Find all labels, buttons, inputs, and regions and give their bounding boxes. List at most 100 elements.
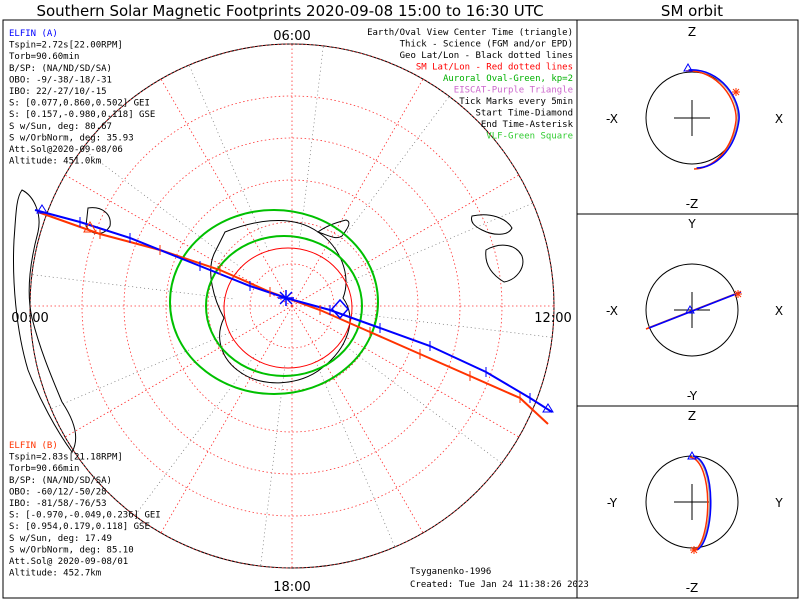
sm-meridian-10 xyxy=(291,78,424,307)
elfin-a-line-7: S: [0.157,-0.980,0.118] GSE xyxy=(9,110,155,120)
legend-item-8: End Time-Asterisk xyxy=(481,120,574,130)
orbit-path-b-2 xyxy=(689,456,709,552)
geo-meridian-5 xyxy=(50,329,237,410)
orbit-axis-left-0: -X xyxy=(606,112,618,126)
elfin-b-line-7: S: [0.954,0.179,0.118] GSE xyxy=(9,522,150,532)
time-label-top: 06:00 xyxy=(273,29,310,44)
geo-meridian-11 xyxy=(347,202,534,283)
elfin-b-line-4: OBO: -60/12/-50/28 xyxy=(9,487,107,497)
sm-latitude-ring-2 xyxy=(165,179,419,433)
orbit-axis-top-1: Y xyxy=(687,217,696,231)
end-triangle xyxy=(542,403,554,413)
legend-item-6: Tick Marks every 5min xyxy=(459,97,573,107)
orbit-asterisk-1-3 xyxy=(734,290,742,298)
orbit-axis-left-2: -Y xyxy=(607,496,618,510)
elfin-b-line-0: ELFIN (B) xyxy=(9,441,58,451)
sm-meridian-11 xyxy=(291,174,520,307)
elfin-b-line-6: S: [-0.970,-0.049,0.236] GEI xyxy=(9,511,161,521)
elfin-b-line-8: S w/Sun, deg: 17.49 xyxy=(9,534,112,544)
orbit-triangle-2 xyxy=(687,450,697,460)
outer-frame xyxy=(2,19,799,599)
elfin-a-line-6: S: [0.077,0.860,0.502] GEI xyxy=(9,99,150,109)
orbit-asterisk-0-3 xyxy=(732,88,740,96)
sm-latitude-ring-4 xyxy=(81,95,503,517)
legend-item-2: Geo Lat/Lon - Black dotted lines xyxy=(400,51,573,61)
orbit-path-a-0 xyxy=(688,69,740,169)
legend: Earth/Oval View Center Time (triangle) Th… xyxy=(367,28,573,142)
created-timestamp: Created: Tue Jan 24 11:38:26 2023 xyxy=(410,580,589,590)
orbit-triangle-0 xyxy=(683,62,693,72)
landmass-upper-right xyxy=(471,214,513,235)
orbit-triangle-1 xyxy=(685,304,695,314)
auroral-oval-inner xyxy=(205,235,363,377)
legend-item-9: VLF-Green Square xyxy=(486,132,573,142)
orbit-panels: Z -Z -X X Y -Y -X X Z -Z -Y Y xyxy=(606,25,783,595)
elfin-a-line-10: Att.Sol@2020-09-08/06 xyxy=(9,145,123,155)
orbit-asterisk-2-3 xyxy=(690,546,698,554)
elfin-b-line-1: Tspin=2.83s[21.18RPM] xyxy=(9,453,123,463)
geo-meridian-4 xyxy=(134,353,257,516)
elfin-a-line-9: S w/OrbNorm, deg: 35.93 xyxy=(9,133,134,143)
orbit-axis-right-0: X xyxy=(775,112,783,126)
elfin-a-line-1: Tspin=2.72s[22.00RPM] xyxy=(9,41,123,51)
orbit-axis-right-1: X xyxy=(775,304,783,318)
elfin-a-line-8: S w/Sun, deg: 80.67 xyxy=(9,122,112,132)
elfin-b-line-2: Torb=90.66min xyxy=(9,464,79,474)
orbit-axis-top-2: Z xyxy=(688,409,696,423)
geo-meridian-9 xyxy=(298,45,324,247)
orbit-axis-left-1: -X xyxy=(606,304,618,318)
elfin-a-line-4: OBO: -9/-38/-18/-31 xyxy=(9,75,112,85)
sm-meridian-4 xyxy=(160,305,293,534)
elfin-b-line-5: IBO: -81/58/-76/53 xyxy=(9,499,107,509)
orbit-path-b-0 xyxy=(685,70,737,170)
orbit-axis-right-2: Y xyxy=(774,496,783,510)
legend-item-1: Thick - Science (FGM and/or EPD) xyxy=(400,40,573,50)
elfin-a-info: ELFIN (A) Tspin=2.72s[22.00RPM]Torb=90.60… xyxy=(9,29,155,167)
continents xyxy=(13,189,524,453)
legend-item-7: Start Time-Diamond xyxy=(475,109,573,119)
elfin-a-track xyxy=(34,209,553,413)
elfin-a-line-5: IBO: 22/-27/10/-15 xyxy=(9,87,107,97)
legend-item-0: Earth/Oval View Center Time (triangle) xyxy=(367,28,573,38)
sm-latitude-ring-5 xyxy=(29,43,555,569)
elfin-a-line-11: Altitude: 451.0km xyxy=(9,157,101,167)
geo-meridian-2 xyxy=(315,361,396,548)
elfin-a-line-2: Torb=90.60min xyxy=(9,52,79,62)
time-label-left: 00:00 xyxy=(11,311,48,326)
orbit-path-gray-2 xyxy=(691,455,711,551)
orbit-axis-top-0: Z xyxy=(688,25,696,39)
orbit-title: SM orbit xyxy=(661,2,723,20)
figure-title: Southern Solar Magnetic Footprints 2020-… xyxy=(36,2,543,20)
legend-item-5: EISCAT-Purple Triangle xyxy=(454,86,573,96)
elfin-b-info: ELFIN (B) Tspin=2.83s[21.18RPM]Torb=90.66… xyxy=(9,441,161,579)
elfin-b-line-9: S w/OrbNorm, deg: 85.10 xyxy=(9,545,134,555)
elfin-b-line-3: B/SP: (NA/ND/SD/SA) xyxy=(9,476,112,486)
start-time-diamond xyxy=(330,298,350,320)
geo-meridian-3 xyxy=(260,365,286,567)
auroral-oval-outer xyxy=(169,209,379,395)
landmass-left xyxy=(13,189,77,453)
orbit-earth-1 xyxy=(645,263,739,357)
footprint-tracks xyxy=(34,204,554,425)
view-center-triangle-b xyxy=(83,221,97,233)
elfin-b-line-10: Att.Sol@ 2020-09-08/01 xyxy=(9,557,128,567)
elfin-b-line-11: Altitude: 452.7km xyxy=(9,569,101,579)
time-label-bottom: 18:00 xyxy=(273,580,310,595)
orbit-path-gray-0 xyxy=(687,69,739,169)
orbit-axis-bottom-2: -Z xyxy=(686,581,699,595)
geo-meridian-0 xyxy=(351,312,553,338)
view-center-triangle-a xyxy=(36,204,48,214)
legend-item-4: Auroral Oval-Green, kp=2 xyxy=(443,74,573,84)
orbit-path-a-2 xyxy=(692,455,712,551)
sm-meridian-2 xyxy=(291,305,424,534)
polar-map xyxy=(13,43,555,569)
model-credit: Tsyganenko-1996 xyxy=(410,567,491,577)
orbit-axis-bottom-0: -Z xyxy=(686,197,699,211)
orbit-path-a-1 xyxy=(648,291,742,329)
auroral-oval xyxy=(169,209,379,395)
geo-meridian-10 xyxy=(327,96,450,259)
geo-meridian-7 xyxy=(82,148,245,271)
elfin-a-line-3: B/SP: (NA/ND/SD/SA) xyxy=(9,64,112,74)
